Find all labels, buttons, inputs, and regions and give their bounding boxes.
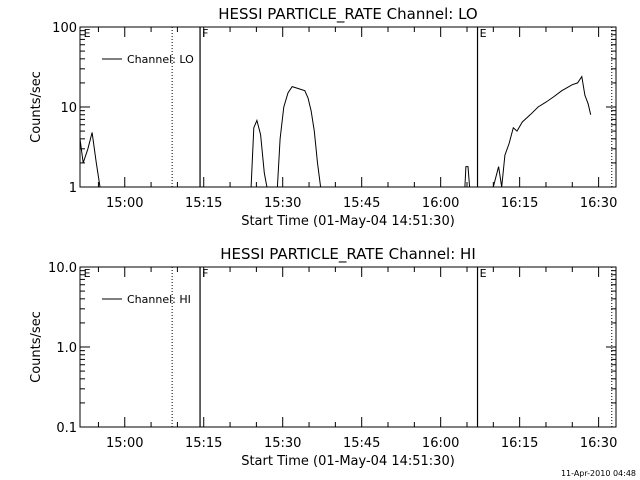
x-axis-label: Start Time (01-May-04 14:51:30) [241,454,455,469]
y-tick-label: 1.0 [56,341,77,356]
flag-label: E [480,27,487,40]
x-tick-label: 16:30 [580,436,617,451]
chart-title: HESSI PARTICLE_RATE Channel: HI [220,245,476,264]
x-axis-label: Start Time (01-May-04 14:51:30) [241,214,455,229]
legend-label: Channel: LO [127,53,194,66]
y-tick-label: 1 [69,181,77,196]
plot-frame [79,26,617,188]
x-tick-label: 15:00 [106,196,143,211]
chart-title: HESSI PARTICLE_RATE Channel: LO [218,5,477,24]
y-tick-label: 10 [60,101,77,116]
legend-label: Channel: HI [127,293,191,306]
series-line-segment [276,86,322,188]
x-tick-label: 16:15 [501,436,538,451]
x-tick-label: 15:15 [185,436,222,451]
flag-label: F [202,267,208,280]
flag-label: E [480,267,487,280]
x-tick-label: 15:30 [264,196,301,211]
x-tick-label: 16:00 [422,196,459,211]
x-tick-label: 15:45 [343,436,380,451]
y-tick-label: 100 [52,21,77,36]
x-tick-label: 15:00 [106,436,143,451]
flag-label: F [202,27,208,40]
x-tick-label: 16:00 [422,436,459,451]
chart-panel-2: HESSI PARTICLE_RATE Channel: HI Counts/se… [29,245,617,469]
x-tick-label: 15:30 [264,436,301,451]
series-line-segment [464,166,471,188]
y-axis-label: Counts/sec [29,311,44,383]
flag-label: E [84,27,91,40]
x-tick-label: 16:30 [580,196,617,211]
chart-panel-1: HESSI PARTICLE_RATE Channel: LO Counts/se… [29,5,617,229]
series-line-segment [79,132,101,188]
y-axis-label: Counts/sec [29,71,44,143]
flag-label: E [84,267,91,280]
y-tick-label: 10.0 [48,261,77,276]
x-tick-label: 16:15 [501,196,538,211]
x-tick-label: 15:45 [343,196,380,211]
series-line-segment [250,118,268,188]
series-line-segment [492,75,592,188]
y-tick-label: 0.1 [56,421,77,436]
plot-frame [79,266,617,428]
x-tick-label: 15:15 [185,196,222,211]
timestamp: 11-Apr-2010 04:48 [561,469,636,478]
